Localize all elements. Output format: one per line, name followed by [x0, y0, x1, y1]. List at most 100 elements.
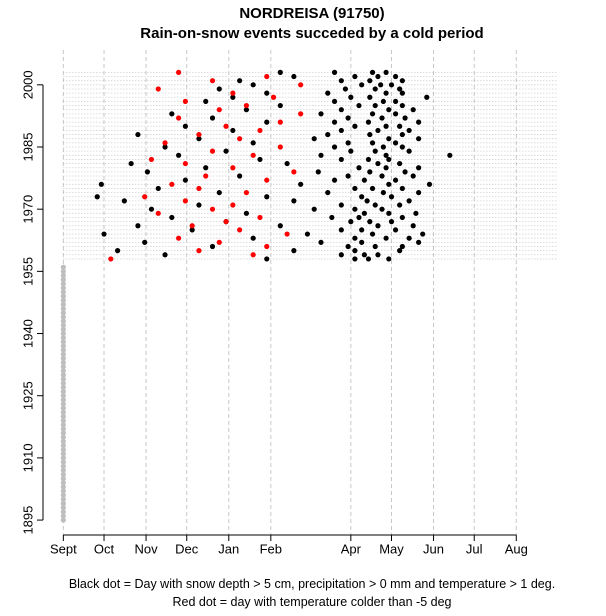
data-point	[338, 156, 344, 163]
data-point	[250, 152, 256, 158]
data-point	[203, 98, 209, 105]
data-point	[60, 335, 66, 341]
data-point	[169, 111, 175, 117]
data-point	[155, 86, 161, 92]
data-point	[155, 185, 161, 192]
data-point	[94, 194, 100, 200]
x-tick-label: Nov	[134, 541, 158, 556]
chart-subtitle: Rain-on-snow events succeded by a cold p…	[140, 25, 483, 42]
data-point	[386, 256, 392, 262]
data-point	[399, 243, 405, 250]
data-point	[298, 181, 304, 187]
data-point	[277, 223, 283, 229]
data-point	[372, 243, 378, 250]
data-point	[148, 156, 155, 163]
data-point	[209, 115, 216, 121]
data-point	[345, 173, 351, 179]
data-point	[356, 165, 362, 171]
data-point	[60, 268, 66, 274]
data-point	[216, 86, 222, 92]
data-point	[60, 451, 66, 457]
data-point	[60, 372, 66, 378]
data-point	[176, 235, 182, 241]
data-point	[60, 513, 66, 519]
data-point	[216, 189, 222, 196]
data-point	[402, 169, 408, 175]
data-point	[367, 94, 373, 100]
data-point	[291, 169, 297, 175]
data-point	[338, 227, 344, 233]
y-tick-label: 1925	[20, 381, 35, 410]
data-point	[420, 231, 426, 237]
data-point	[361, 177, 367, 183]
data-point	[182, 123, 188, 129]
data-point	[264, 90, 270, 96]
data-point	[345, 243, 351, 250]
chart-title: NORDREISA (91750)	[239, 5, 384, 22]
data-point	[243, 189, 250, 196]
data-point	[142, 194, 148, 200]
data-point	[325, 131, 331, 138]
data-point	[383, 235, 389, 241]
x-tick-label: Oct	[94, 541, 115, 556]
data-point	[406, 235, 412, 241]
data-point	[196, 136, 202, 142]
data-point	[60, 417, 66, 424]
data-point	[447, 152, 453, 158]
data-point	[402, 115, 408, 121]
data-point	[379, 206, 385, 212]
data-point	[352, 256, 358, 262]
data-point	[416, 239, 422, 245]
data-point	[369, 140, 376, 146]
data-point	[264, 243, 270, 250]
x-tick-label: Jan	[218, 541, 239, 556]
data-point	[250, 235, 256, 241]
data-point	[60, 509, 66, 515]
data-point	[338, 127, 344, 134]
data-point	[135, 131, 141, 138]
data-point	[356, 102, 362, 109]
data-point	[60, 347, 66, 353]
data-point	[325, 90, 331, 96]
data-point	[189, 223, 195, 229]
data-point	[383, 123, 389, 129]
data-point	[60, 355, 66, 362]
data-point	[406, 198, 412, 204]
data-point	[392, 98, 399, 105]
data-point	[406, 127, 412, 134]
data-point	[318, 239, 324, 245]
y-tick-label: 1970	[20, 195, 35, 224]
data-point	[60, 326, 66, 332]
data-point	[416, 189, 422, 196]
data-point	[410, 173, 416, 179]
data-point	[359, 82, 365, 88]
data-point	[383, 165, 389, 171]
x-tick-label: Aug	[505, 541, 528, 556]
data-point	[182, 198, 188, 204]
data-point	[291, 73, 297, 80]
data-point	[237, 173, 243, 179]
data-point	[369, 185, 376, 192]
data-point	[372, 102, 378, 109]
data-point	[60, 488, 66, 494]
data-point	[60, 401, 66, 407]
data-point	[379, 173, 385, 179]
data-point	[60, 343, 66, 349]
data-point	[196, 131, 202, 138]
data-point	[243, 107, 250, 113]
data-point	[388, 82, 395, 88]
data-point	[142, 239, 148, 245]
data-point	[223, 123, 229, 129]
data-point	[380, 189, 386, 196]
data-point	[345, 140, 351, 146]
data-point	[348, 148, 354, 154]
data-point	[397, 202, 403, 208]
x-tick-label: Apr	[341, 541, 362, 556]
x-tick-label: Dec	[175, 541, 199, 556]
data-point	[383, 152, 389, 158]
data-point	[60, 310, 66, 316]
data-point	[60, 297, 66, 303]
data-point	[375, 160, 381, 167]
data-point	[361, 210, 367, 216]
data-point	[60, 388, 66, 395]
